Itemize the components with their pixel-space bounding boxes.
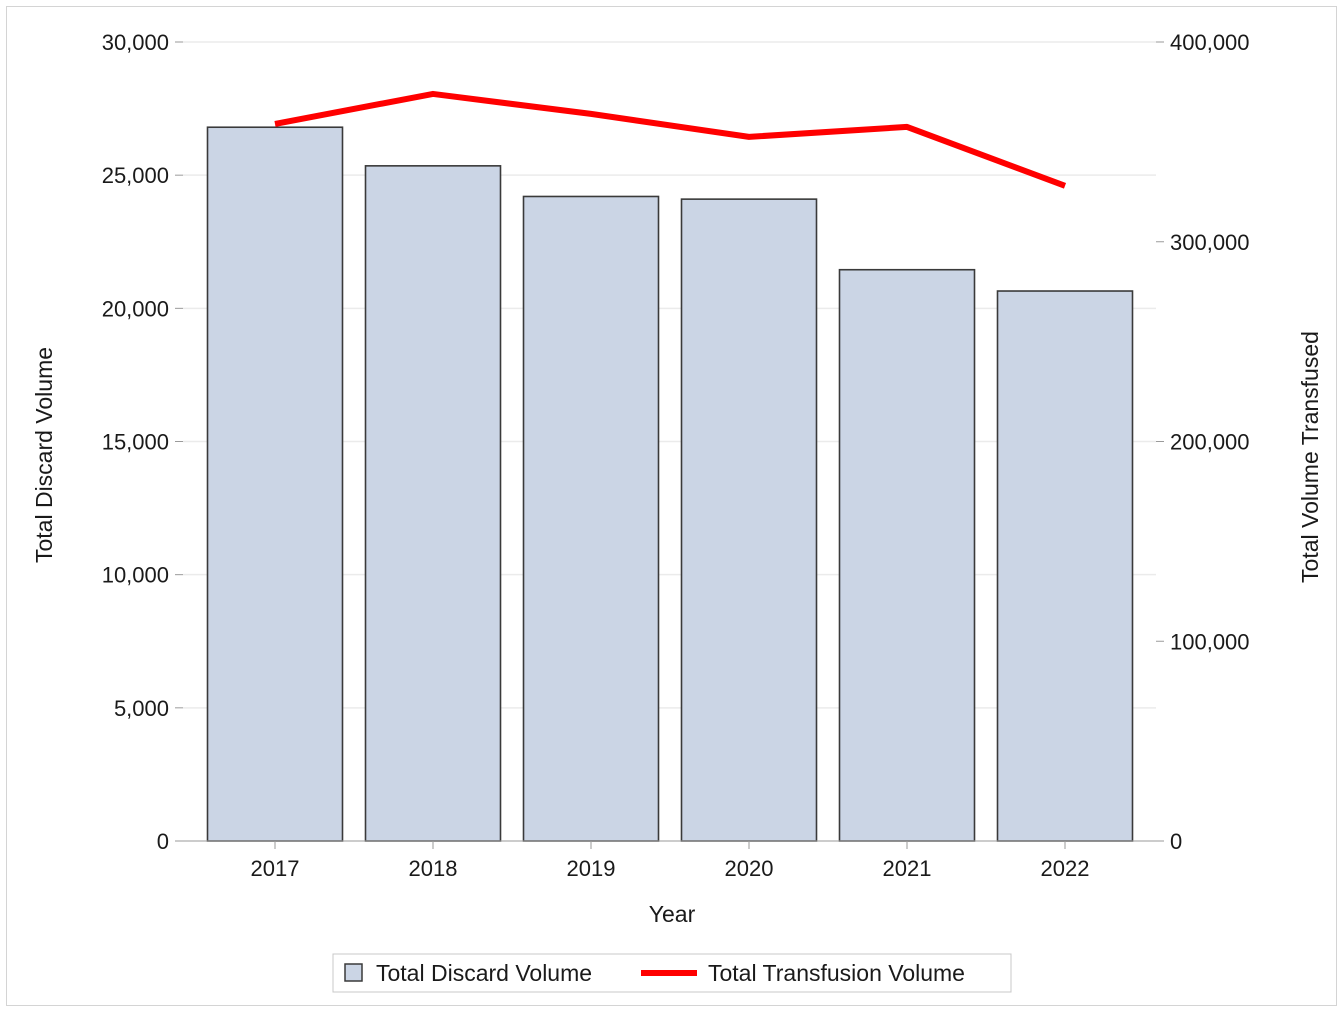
bar-2019 <box>522 195 660 842</box>
bar-2021 <box>838 268 976 842</box>
transfusion-line <box>274 90 1067 189</box>
legend-label-discard: Total Discard Volume <box>376 960 592 986</box>
line-series-total-transfusion-volume <box>274 90 1067 189</box>
bar-2022 <box>996 290 1134 842</box>
legend: Total Discard Volume Total Transfusion V… <box>332 953 1012 993</box>
x-tick-label: 2021 <box>883 856 932 881</box>
y-left-tick-label: 5,000 <box>114 696 169 721</box>
y-right-tick-label: 100,000 <box>1170 629 1250 654</box>
bar-series-total-discard-volume <box>206 126 1134 842</box>
bar-2017 <box>206 126 344 842</box>
y-axis-right-title: Total Volume Transfused <box>1297 331 1323 583</box>
x-tick-label: 2019 <box>567 856 616 881</box>
y-right-tick-label: 400,000 <box>1170 30 1250 55</box>
y-right-tick-label: 0 <box>1170 829 1182 854</box>
y-right-tick-label: 300,000 <box>1170 230 1250 255</box>
x-tick-label: 2022 <box>1041 856 1090 881</box>
y-left-tick-label: 25,000 <box>102 163 169 188</box>
y-left-tick-label: 30,000 <box>102 30 169 55</box>
x-tick-label: 2017 <box>251 856 300 881</box>
y-left-tick-label: 15,000 <box>102 430 169 455</box>
y-left-tick-label: 20,000 <box>102 296 169 321</box>
bar-2018 <box>364 165 502 842</box>
x-tick-label: 2020 <box>725 856 774 881</box>
x-axis-title: Year <box>649 901 696 927</box>
y-axis-left-title: Total Discard Volume <box>31 347 57 563</box>
y-left-tick-label: 0 <box>157 829 169 854</box>
legend-label-transfusion: Total Transfusion Volume <box>708 960 965 986</box>
axes: 0 5,000 10,000 15,000 20,000 25,000 30,000 0 100… <box>102 30 1250 881</box>
y-left-tick-label: 10,000 <box>102 563 169 588</box>
y-right-tick-label: 200,000 <box>1170 430 1250 455</box>
x-tick-label: 2018 <box>409 856 458 881</box>
legend-swatch-discard <box>344 963 363 982</box>
gridlines <box>183 41 1156 709</box>
bar-2020 <box>680 198 818 842</box>
